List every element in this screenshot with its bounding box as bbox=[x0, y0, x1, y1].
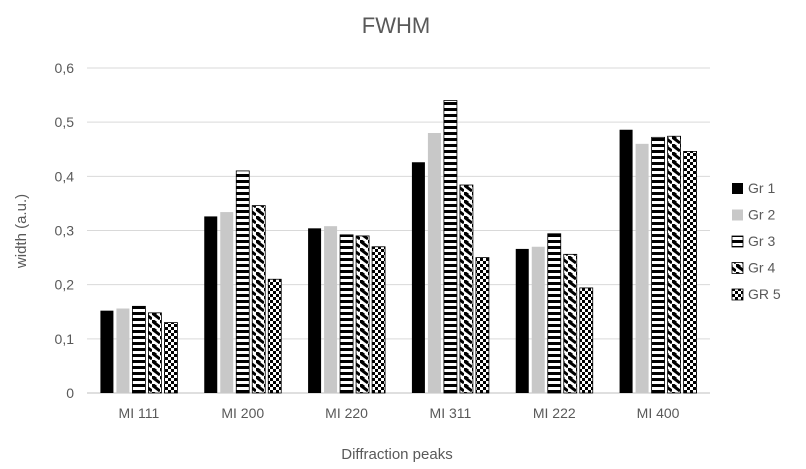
bar-gr-5-mi-311 bbox=[475, 257, 490, 394]
legend-swatch bbox=[731, 288, 744, 301]
bar-gr-4-mi-111 bbox=[148, 312, 162, 394]
bar-gr-3-mi-220 bbox=[339, 234, 354, 394]
y-tick-label: 0 bbox=[66, 385, 74, 401]
y-axis-ticks: 0 0,1 0,2 0,3 0,4 0,5 0,6 bbox=[55, 60, 75, 401]
bar-gr-4-mi-311 bbox=[459, 184, 474, 394]
legend-label: Gr 2 bbox=[748, 207, 775, 223]
y-tick-label: 0,2 bbox=[55, 277, 75, 293]
bar-gr-2-mi-200 bbox=[220, 212, 234, 393]
legend: Gr 1 Gr 2 Gr 3 Gr 4 GR 5 bbox=[731, 180, 781, 302]
legend-label: Gr 3 bbox=[748, 233, 775, 249]
x-tick-label: MI 200 bbox=[221, 405, 264, 421]
legend-swatch bbox=[731, 262, 744, 274]
bar-gr-5-mi-111 bbox=[164, 322, 178, 394]
x-tick-label: MI 222 bbox=[533, 405, 576, 421]
y-tick-label: 0,3 bbox=[55, 223, 75, 239]
bar-gr-3-mi-311 bbox=[443, 100, 458, 394]
bar-gr-5-mi-222 bbox=[579, 287, 594, 394]
legend-label: Gr 4 bbox=[748, 260, 775, 276]
x-tick-label: MI 400 bbox=[637, 405, 680, 421]
x-axis-ticks: MI 111 MI 200 MI 220 MI 311 MI 222 MI 400 bbox=[119, 405, 680, 421]
bars bbox=[100, 100, 697, 394]
bar-gr-5-mi-400 bbox=[683, 151, 697, 394]
gridlines bbox=[87, 67, 710, 394]
legend-swatch bbox=[732, 209, 743, 221]
bar-gr-1-mi-400 bbox=[619, 129, 633, 393]
bar-gr-4-mi-222 bbox=[563, 253, 578, 394]
bar-gr-2-mi-111 bbox=[116, 308, 130, 393]
bar-gr-1-mi-222 bbox=[515, 248, 529, 393]
y-tick-label: 0,6 bbox=[55, 60, 75, 76]
legend-label: GR 5 bbox=[748, 286, 781, 302]
bar-gr-3-mi-400 bbox=[651, 136, 665, 394]
legend-label: Gr 1 bbox=[748, 180, 775, 196]
bar-gr-3-mi-222 bbox=[547, 233, 562, 394]
bar-gr-1-mi-111 bbox=[100, 310, 114, 393]
bar-gr-1-mi-220 bbox=[308, 228, 322, 393]
y-tick-label: 0,4 bbox=[55, 168, 75, 184]
chart-title: FWHM bbox=[362, 13, 430, 38]
x-axis-label: Diffraction peaks bbox=[341, 446, 452, 463]
legend-swatch bbox=[731, 235, 744, 248]
bar-gr-4-mi-200 bbox=[251, 205, 266, 394]
legend-swatch bbox=[732, 183, 743, 194]
bar-gr-4-mi-400 bbox=[667, 135, 681, 394]
bar-gr-2-mi-400 bbox=[635, 143, 649, 393]
bar-gr-3-mi-111 bbox=[132, 305, 146, 394]
bar-gr-5-mi-200 bbox=[267, 278, 282, 394]
bar-gr-1-mi-311 bbox=[411, 162, 425, 393]
bar-gr-2-mi-222 bbox=[531, 246, 545, 393]
bar-gr-4-mi-220 bbox=[355, 235, 370, 394]
bar-gr-2-mi-220 bbox=[324, 226, 338, 393]
y-axis-label: width (a.u.) bbox=[13, 194, 30, 269]
bar-gr-2-mi-311 bbox=[427, 133, 441, 393]
bar-gr-5-mi-220 bbox=[371, 246, 386, 394]
bar-gr-3-mi-200 bbox=[235, 170, 250, 394]
x-tick-label: MI 220 bbox=[325, 405, 368, 421]
y-tick-label: 0,5 bbox=[55, 114, 75, 130]
y-tick-label: 0,1 bbox=[55, 331, 75, 347]
x-tick-label: MI 111 bbox=[119, 405, 160, 421]
bar-gr-1-mi-200 bbox=[204, 216, 218, 393]
x-tick-label: MI 311 bbox=[430, 405, 472, 421]
